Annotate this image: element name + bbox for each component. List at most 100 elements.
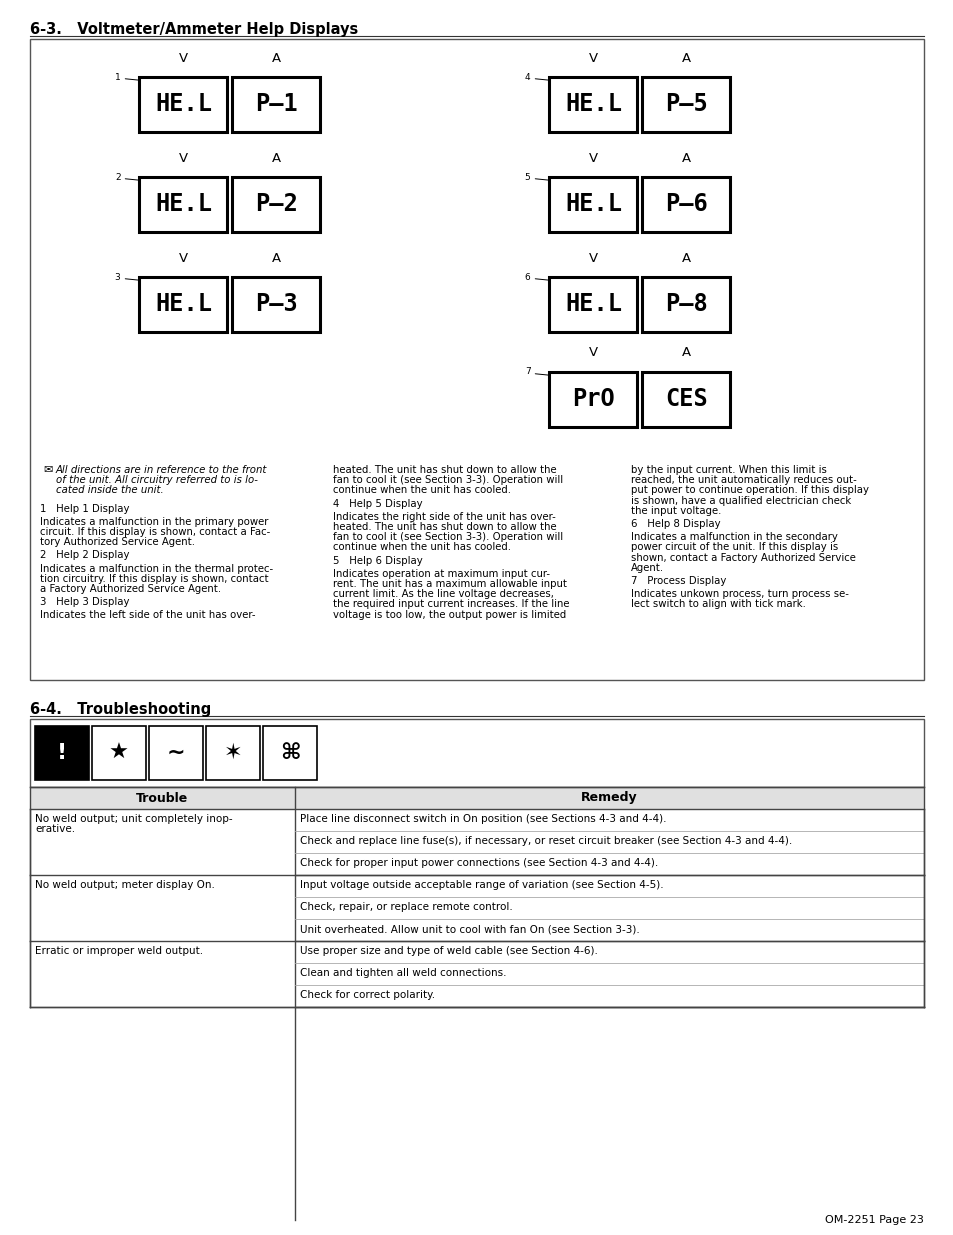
Text: P–5: P–5: [664, 91, 707, 116]
Text: fan to cool it (see Section 3-3). Operation will: fan to cool it (see Section 3-3). Operat…: [333, 532, 562, 542]
Bar: [641, 277, 730, 331]
Text: HE.L: HE.L: [564, 191, 621, 216]
Bar: [139, 177, 227, 231]
Text: OM-2251 Page 23: OM-2251 Page 23: [824, 1215, 923, 1225]
Text: Check for proper input power connections (see Section 4-3 and 4-4).: Check for proper input power connections…: [299, 858, 658, 868]
Text: 6-3.   Voltmeter/Ammeter Help Displays: 6-3. Voltmeter/Ammeter Help Displays: [30, 22, 358, 37]
Text: A: A: [681, 152, 690, 164]
Text: lect switch to align with tick mark.: lect switch to align with tick mark.: [630, 599, 805, 609]
Text: 2   Help 2 Display: 2 Help 2 Display: [40, 551, 130, 561]
Bar: [549, 177, 637, 231]
Text: P–6: P–6: [664, 191, 707, 216]
Text: PrO: PrO: [572, 387, 615, 411]
Text: A: A: [272, 252, 281, 264]
Text: by the input current. When this limit is: by the input current. When this limit is: [630, 466, 826, 475]
Text: Indicates a malfunction in the primary power: Indicates a malfunction in the primary p…: [40, 516, 268, 527]
Text: 1   Help 1 Display: 1 Help 1 Display: [40, 504, 130, 514]
Text: !: !: [57, 743, 67, 763]
Text: heated. The unit has shut down to allow the: heated. The unit has shut down to allow …: [333, 522, 556, 532]
Text: P–3: P–3: [254, 291, 297, 316]
Text: is shown, have a qualified electrician check: is shown, have a qualified electrician c…: [630, 495, 850, 505]
Text: fan to cool it (see Section 3-3). Operation will: fan to cool it (see Section 3-3). Operat…: [333, 475, 562, 485]
Text: 5: 5: [524, 173, 530, 182]
Text: the required input current increases. If the line: the required input current increases. If…: [333, 599, 569, 609]
Text: HE.L: HE.L: [154, 191, 212, 216]
Bar: [641, 372, 730, 426]
Bar: [30, 787, 923, 809]
Text: HE.L: HE.L: [154, 91, 212, 116]
Text: HE.L: HE.L: [564, 291, 621, 316]
Text: current limit. As the line voltage decreases,: current limit. As the line voltage decre…: [333, 589, 554, 599]
Bar: [206, 726, 260, 781]
Text: Indicates a malfunction in the thermal protec-: Indicates a malfunction in the thermal p…: [40, 563, 273, 573]
Text: Erratic or improper weld output.: Erratic or improper weld output.: [35, 946, 203, 956]
Text: V: V: [179, 152, 188, 164]
Text: HE.L: HE.L: [154, 291, 212, 316]
Bar: [91, 726, 146, 781]
Text: P–1: P–1: [254, 91, 297, 116]
Text: Indicates the right side of the unit has over-: Indicates the right side of the unit has…: [333, 511, 556, 522]
Text: continue when the unit has cooled.: continue when the unit has cooled.: [333, 542, 511, 552]
Text: Input voltage outside acceptable range of variation (see Section 4-5).: Input voltage outside acceptable range o…: [299, 881, 663, 890]
Bar: [233, 77, 320, 131]
Text: V: V: [588, 152, 598, 164]
Text: tory Authorized Service Agent.: tory Authorized Service Agent.: [40, 537, 194, 547]
Text: put power to continue operation. If this display: put power to continue operation. If this…: [630, 485, 868, 495]
Text: Check for correct polarity.: Check for correct polarity.: [299, 990, 435, 1000]
Text: 4: 4: [524, 73, 530, 82]
Bar: [549, 77, 637, 131]
Text: 3   Help 3 Display: 3 Help 3 Display: [40, 598, 130, 608]
Text: 2: 2: [114, 173, 120, 182]
Text: 6   Help 8 Display: 6 Help 8 Display: [630, 519, 720, 529]
Text: shown, contact a Factory Authorized Service: shown, contact a Factory Authorized Serv…: [630, 552, 855, 563]
Text: 6: 6: [524, 273, 530, 282]
Text: ★: ★: [109, 743, 129, 763]
Text: Indicates operation at maximum input cur-: Indicates operation at maximum input cur…: [333, 569, 550, 579]
Text: A: A: [681, 347, 690, 359]
Bar: [30, 719, 923, 787]
Bar: [149, 726, 203, 781]
Text: V: V: [588, 347, 598, 359]
Text: 4   Help 5 Display: 4 Help 5 Display: [333, 499, 422, 509]
Text: Agent.: Agent.: [630, 563, 663, 573]
Text: Place line disconnect switch in On position (see Sections 4-3 and 4-4).: Place line disconnect switch in On posit…: [299, 814, 666, 824]
Text: Unit overheated. Allow unit to cool with fan On (see Section 3-3).: Unit overheated. Allow unit to cool with…: [299, 924, 639, 934]
Text: Trouble: Trouble: [136, 792, 189, 804]
Text: CES: CES: [664, 387, 707, 411]
Bar: [233, 177, 320, 231]
Text: ✉: ✉: [43, 466, 52, 475]
Text: A: A: [272, 152, 281, 164]
Text: of the unit. All circuitry referred to is lo-: of the unit. All circuitry referred to i…: [56, 475, 257, 485]
Text: Use proper size and type of weld cable (see Section 4-6).: Use proper size and type of weld cable (…: [299, 946, 598, 956]
Bar: [263, 726, 316, 781]
Text: 7: 7: [524, 368, 530, 377]
Text: Check, repair, or replace remote control.: Check, repair, or replace remote control…: [299, 902, 512, 911]
Text: Indicates the left side of the unit has over-: Indicates the left side of the unit has …: [40, 610, 255, 620]
Text: A: A: [272, 52, 281, 64]
Text: reached, the unit automatically reduces out-: reached, the unit automatically reduces …: [630, 475, 856, 485]
Text: erative.: erative.: [35, 825, 75, 835]
Text: Clean and tighten all weld connections.: Clean and tighten all weld connections.: [299, 968, 506, 978]
Text: 1: 1: [114, 73, 120, 82]
Bar: [35, 726, 89, 781]
Text: heated. The unit has shut down to allow the: heated. The unit has shut down to allow …: [333, 466, 556, 475]
Bar: [549, 277, 637, 331]
Text: voltage is too low, the output power is limited: voltage is too low, the output power is …: [333, 610, 566, 620]
Text: Remedy: Remedy: [580, 792, 638, 804]
Text: No weld output; unit completely inop-: No weld output; unit completely inop-: [35, 814, 233, 824]
Text: Indicates unkown process, turn process se-: Indicates unkown process, turn process s…: [630, 589, 848, 599]
Text: Indicates a malfunction in the secondary: Indicates a malfunction in the secondary: [630, 532, 837, 542]
Text: continue when the unit has cooled.: continue when the unit has cooled.: [333, 485, 511, 495]
Bar: [139, 277, 227, 331]
Bar: [641, 77, 730, 131]
Text: No weld output; meter display On.: No weld output; meter display On.: [35, 881, 214, 890]
Text: cated inside the unit.: cated inside the unit.: [56, 485, 164, 495]
Text: a Factory Authorized Service Agent.: a Factory Authorized Service Agent.: [40, 584, 221, 594]
Bar: [641, 177, 730, 231]
Text: V: V: [179, 252, 188, 264]
Text: 3: 3: [114, 273, 120, 282]
Text: 6-4.   Troubleshooting: 6-4. Troubleshooting: [30, 701, 211, 718]
Text: ✶: ✶: [223, 743, 242, 763]
Text: power circuit of the unit. If this display is: power circuit of the unit. If this displ…: [630, 542, 838, 552]
Text: V: V: [588, 52, 598, 64]
